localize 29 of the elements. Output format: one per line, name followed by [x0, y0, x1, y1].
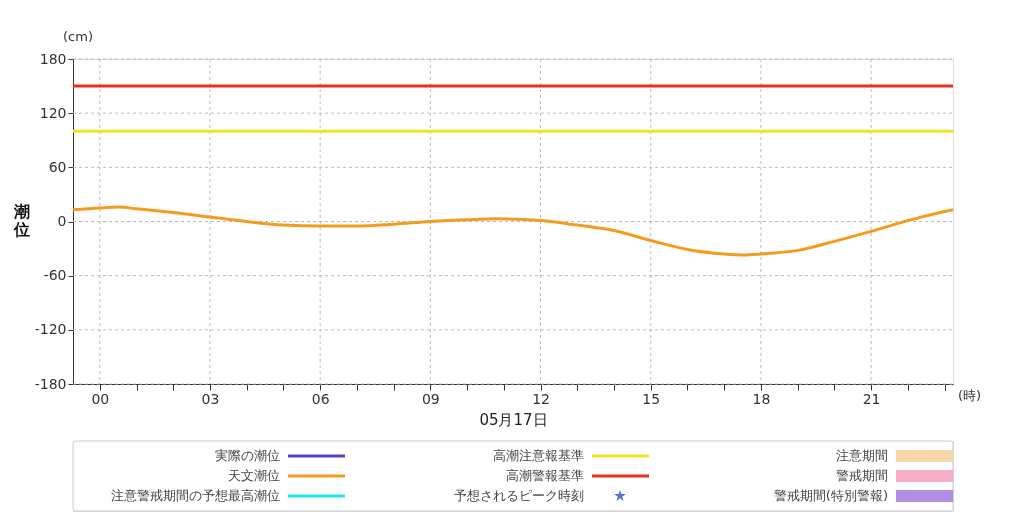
legend-label: 予想されるピーク時刻 [454, 488, 584, 503]
x-tick-label: 03 [201, 390, 220, 407]
x-axis-title: 05月17日 [479, 410, 548, 429]
legend-label: 実際の潮位 [215, 448, 280, 463]
text: (時) [958, 388, 982, 403]
legend-label: 警戒期間(特別警報) [773, 488, 888, 503]
y-tick-label: 0 [57, 213, 67, 229]
x-tick-label: 18 [752, 390, 771, 407]
y-tick-label: 120 [39, 104, 67, 121]
legend-label: 注意期間 [836, 448, 888, 463]
y-tick-label: -120 [34, 321, 67, 338]
x-tick-label: 09 [421, 390, 440, 407]
x-tick-label: 12 [532, 390, 550, 407]
legend-label: 注意警戒期間の予想最高潮位 [111, 488, 280, 503]
legend-label: 天文潮位 [228, 468, 280, 483]
x-tick-label: 15 [642, 390, 661, 407]
legend-label: 高潮注意報基準 [493, 448, 584, 463]
x-tick-label: 00 [91, 390, 110, 407]
line-series [71, 205, 955, 257]
y-tick-label: 180 [39, 50, 67, 67]
y-tick-label: -180 [34, 375, 67, 392]
legend-label: 高潮警報基準 [506, 468, 584, 483]
legend-label: 警戒期間 [836, 468, 888, 483]
text: (cm) [63, 29, 93, 44]
x-tick-label: 21 [862, 390, 881, 407]
y-axis-title: 潮位 [12, 202, 30, 239]
y-tick-label: -60 [43, 267, 67, 284]
y-tick-label: 60 [48, 158, 67, 175]
x-tick-label: 06 [311, 390, 330, 407]
